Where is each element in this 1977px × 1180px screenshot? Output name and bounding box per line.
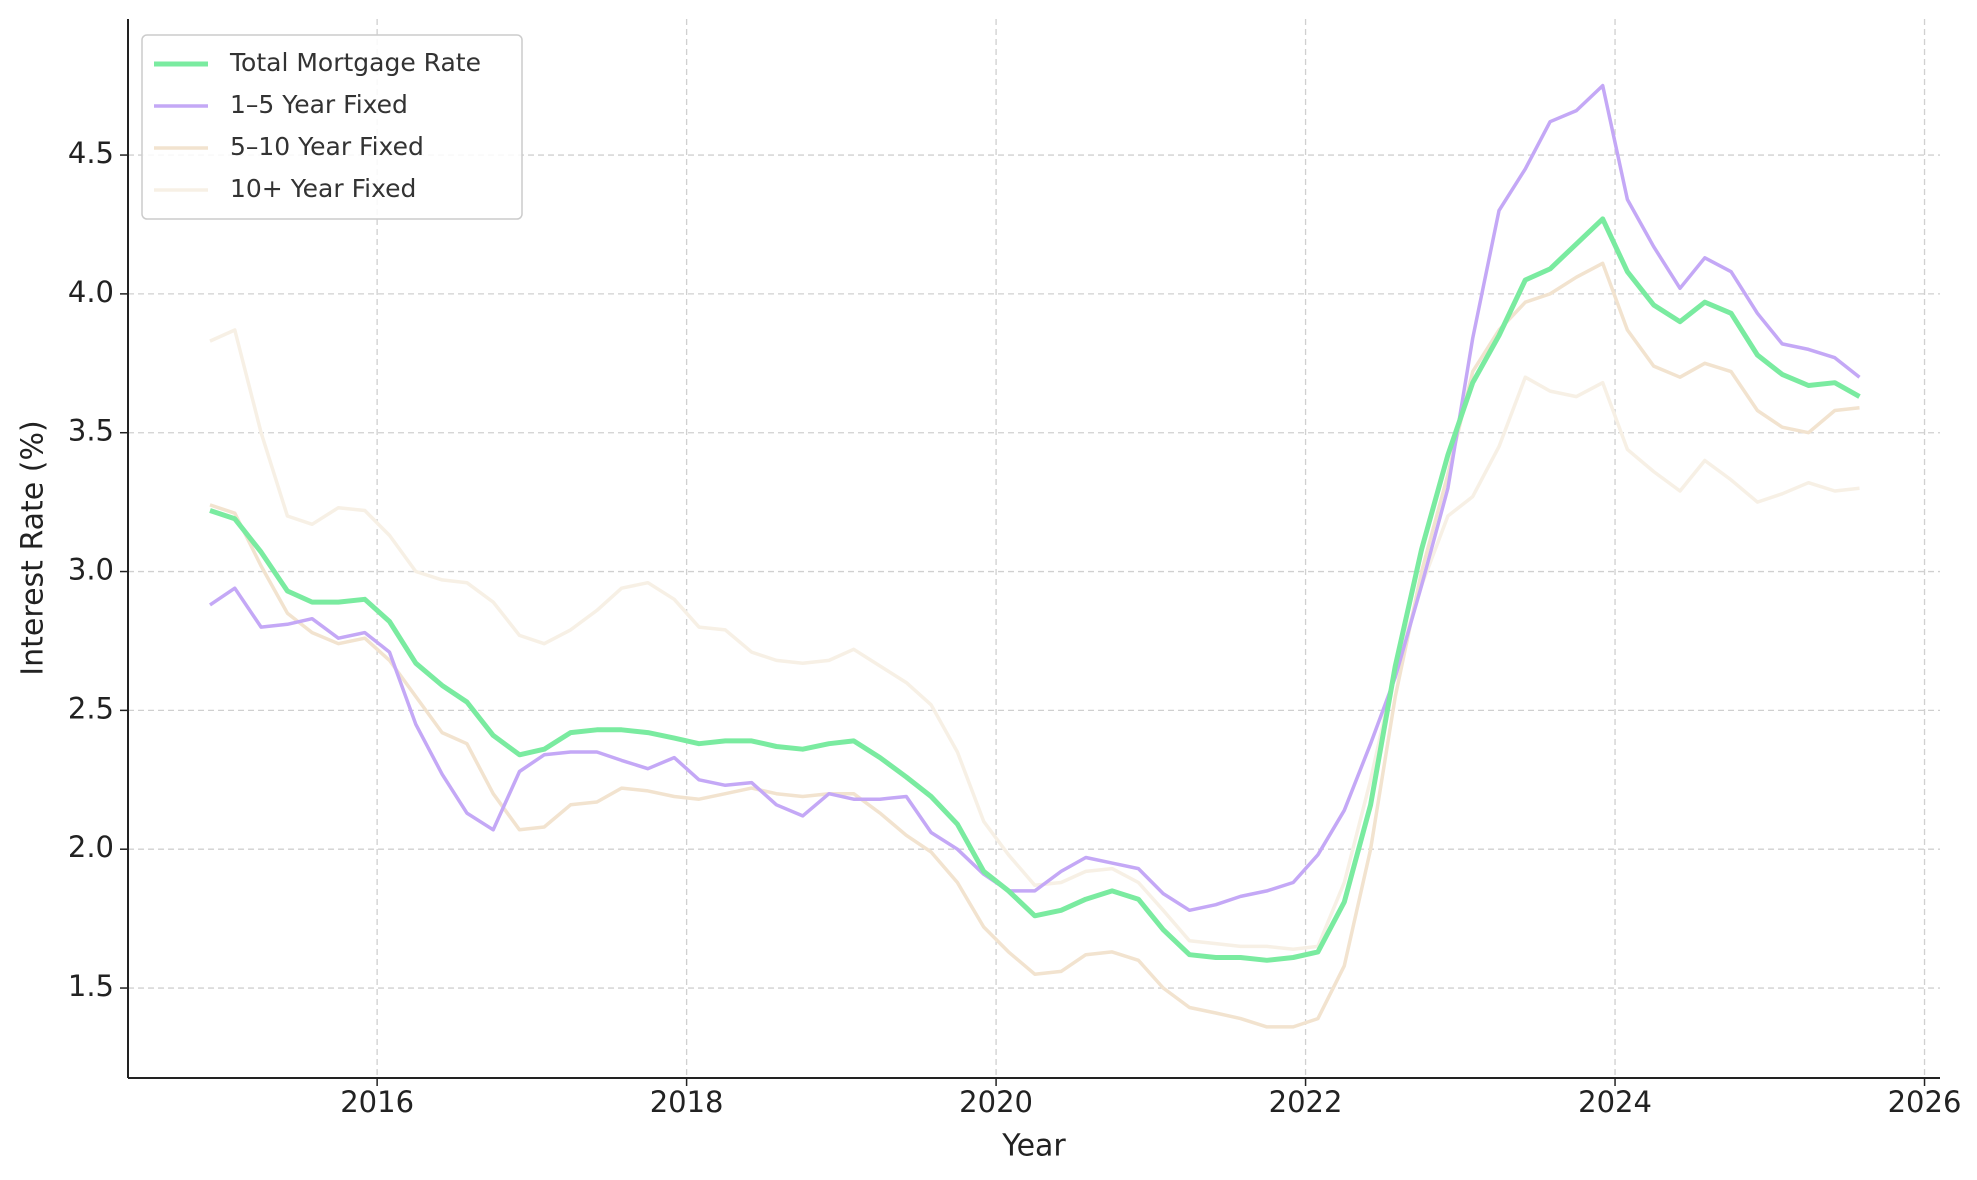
series-line (209, 328, 1860, 951)
x-tick-label: 2020 (959, 1085, 1033, 1119)
x-tick-label: 2022 (1269, 1085, 1343, 1119)
x-tick-label: 2018 (650, 1085, 724, 1119)
legend: Total Mortgage Rate 1–5 Year Fixed 5–10 Ye… (141, 34, 523, 220)
y-tick-label: 3.5 (68, 414, 114, 448)
y-tick-label: 2.0 (68, 830, 114, 864)
x-tick-label: 2026 (1888, 1085, 1962, 1119)
series-line (209, 83, 1861, 913)
series-line (209, 216, 1861, 963)
y-tick-label: 4.5 (68, 136, 114, 170)
series-line (209, 261, 1860, 1029)
y-axis-label: Interest Rate (%) (16, 420, 51, 675)
legend-label: 1–5 Year Fixed (230, 90, 408, 119)
y-tick-label: 2.5 (68, 691, 114, 725)
y-tick-label: 4.0 (68, 275, 114, 309)
x-tick-label: 2024 (1578, 1085, 1652, 1119)
legend-label: 5–10 Year Fixed (230, 132, 424, 161)
y-tick-label: 1.5 (68, 969, 114, 1003)
legend-box (141, 34, 523, 220)
legend-label: 10+ Year Fixed (230, 174, 416, 203)
x-tick-label: 2016 (340, 1085, 414, 1119)
y-tick-label: 3.0 (68, 553, 114, 587)
x-axis-label: Year (1001, 1129, 1066, 1164)
legend-label: Total Mortgage Rate (229, 48, 481, 77)
